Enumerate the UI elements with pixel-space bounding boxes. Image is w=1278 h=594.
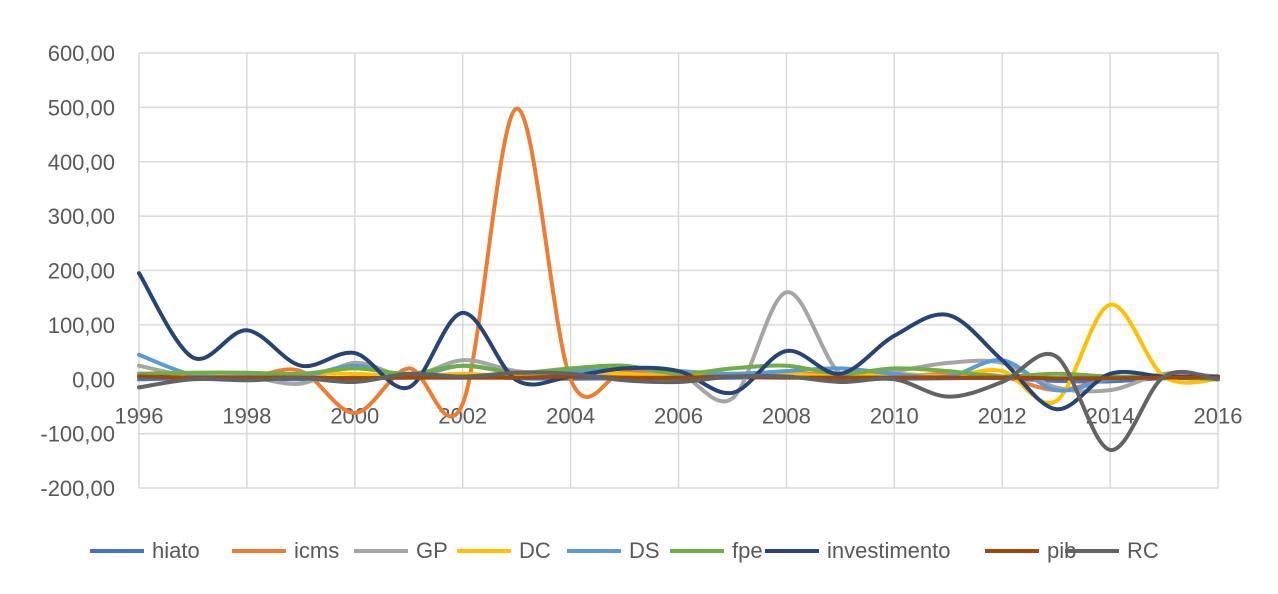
legend-label: GP	[416, 538, 448, 563]
legend-item-DS: DS	[567, 538, 660, 563]
y-tick-label: -200,00	[40, 476, 115, 501]
x-tick-label: 2016	[1194, 403, 1243, 428]
legend-item-pib: pib	[985, 538, 1076, 563]
y-tick-label: 200,00	[48, 259, 115, 284]
legend-item-icms: icms	[232, 538, 339, 563]
legend-item-DC: DC	[457, 538, 551, 563]
legend-label: icms	[294, 538, 339, 563]
legend-item-fpe: fpe	[670, 538, 763, 563]
legend-label: DS	[629, 538, 660, 563]
x-tick-label: 2012	[978, 403, 1027, 428]
legend-item-RC: RC	[1065, 538, 1159, 563]
x-tick-label: 2010	[870, 403, 919, 428]
x-tick-label: 2006	[654, 403, 703, 428]
legend-label: hiato	[152, 538, 200, 563]
series-line-RC	[137, 352, 1220, 452]
series-lines	[137, 106, 1220, 452]
y-axis-tick-labels: 600,00 500,00 400,00 300,00 200,00 100,00 0,00…	[40, 41, 115, 501]
x-tick-label: 1996	[115, 403, 164, 428]
series-line-fpe	[137, 363, 1220, 382]
gridlines	[138, 52, 1219, 489]
y-tick-label: 0,00	[72, 367, 115, 392]
x-tick-label: 2008	[762, 403, 811, 428]
legend-label: fpe	[732, 538, 763, 563]
y-tick-label: 500,00	[48, 95, 115, 120]
legend-item-investimento: investimento	[765, 538, 951, 563]
y-tick-label: -100,00	[40, 422, 115, 447]
y-tick-label: 100,00	[48, 313, 115, 338]
legend-label: DC	[519, 538, 551, 563]
x-tick-label: 1998	[222, 403, 271, 428]
x-tick-label: 2014	[1086, 403, 1135, 428]
legend-label: RC	[1127, 538, 1159, 563]
legend-label: investimento	[827, 538, 951, 563]
y-tick-label: 600,00	[48, 41, 115, 66]
x-axis-tick-labels: 1996 1998 2000 2002 2004 2006 2008 2010 2012 2014…	[115, 403, 1243, 428]
y-tick-label: 400,00	[48, 150, 115, 175]
series-line-investimento	[137, 271, 1220, 412]
y-tick-label: 300,00	[48, 204, 115, 229]
x-tick-label: 2004	[546, 403, 595, 428]
legend-item-hiato: hiato	[90, 538, 200, 563]
legend-item-GP: GP	[354, 538, 448, 563]
legend: hiato icms GP DC DS fpe investimento pib RC	[90, 538, 1159, 563]
